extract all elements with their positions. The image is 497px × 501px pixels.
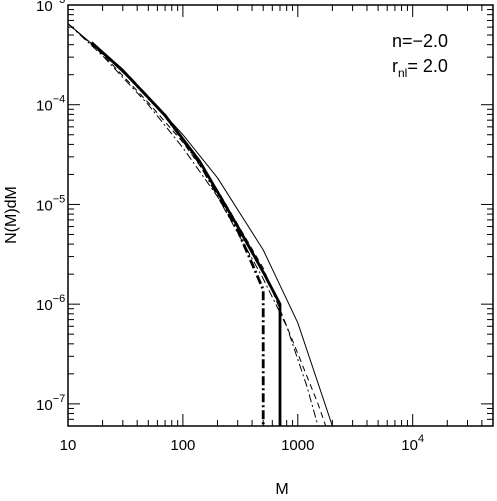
- axis-ticks: [67, 4, 494, 427]
- y-tick-label-exponent: −4: [53, 94, 66, 106]
- series-group: [68, 23, 333, 426]
- y-tick-label: 10−4: [36, 94, 65, 115]
- y-tick-label-exponent: −3: [53, 0, 66, 6]
- annotation: n=−2.0 rnl= 2.0: [392, 31, 448, 80]
- y-tick-label-exponent: −6: [53, 293, 66, 305]
- x-tick-label: 104: [401, 433, 424, 454]
- series-line-solid-thick: [90, 41, 282, 426]
- y-tick-label: 10−7: [36, 393, 65, 414]
- annotation-line-1: n=−2.0: [392, 31, 448, 51]
- annotation-line-2-main: r: [392, 56, 398, 76]
- y-axis-label: N(M)dM: [3, 186, 20, 244]
- series-line-dashed: [68, 23, 327, 426]
- y-tick-label-exponent: −5: [53, 193, 66, 205]
- x-tick-label: 100: [170, 437, 195, 454]
- x-axis-label: M: [275, 481, 288, 498]
- x-tick-label-exponent: 4: [418, 433, 424, 445]
- annotation-line-2: rnl= 2.0: [392, 56, 448, 80]
- series-line-dashdot-thick: [90, 41, 265, 426]
- axis-tick-labels: 10 100 1000 104 10−3 10−4 10−5 10−6 10−7: [36, 0, 424, 454]
- annotation-line-2-rest: = 2.0: [407, 56, 448, 76]
- x-tick-label: 1000: [281, 437, 314, 454]
- series-line-solid-thin: [68, 23, 333, 426]
- y-tick-label: 10−3: [36, 0, 65, 15]
- y-tick-label: 10−6: [36, 293, 65, 314]
- x-tick-label: 10: [60, 437, 77, 454]
- y-tick-label-exponent: −7: [53, 393, 66, 405]
- annotation-line-2-sub: nl: [398, 66, 407, 80]
- y-tick-label: 10−5: [36, 193, 65, 214]
